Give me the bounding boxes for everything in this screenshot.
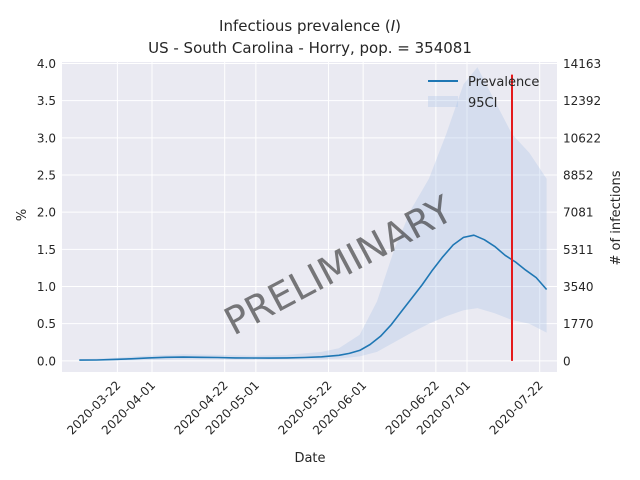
plot-content bbox=[79, 67, 548, 361]
y-tick-label: 3.0 bbox=[37, 131, 56, 145]
y-right-tick-label: 3540 bbox=[563, 280, 594, 294]
y-tick-label: 1.5 bbox=[37, 243, 56, 257]
y-axis-right: 0 1770 3540 5311 7081 8852 10622 12392 14163 bbox=[563, 57, 601, 368]
ci-band-95 bbox=[79, 67, 547, 361]
legend-label-95ci: 95CI bbox=[468, 96, 497, 111]
x-axis-label: Date bbox=[294, 451, 325, 466]
y-right-tick-label: 7081 bbox=[563, 206, 594, 220]
y-right-tick-label: 12392 bbox=[563, 94, 601, 108]
grid bbox=[62, 62, 557, 372]
y-right-tick-label: 5311 bbox=[563, 243, 594, 257]
y-tick-label: 3.5 bbox=[37, 94, 56, 108]
y-tick-label: 2.5 bbox=[37, 168, 56, 182]
series-line-prevalence bbox=[79, 234, 548, 361]
plot-area bbox=[62, 62, 557, 372]
chart-title-variable: I bbox=[391, 17, 396, 35]
chart-title-text: Infectious prevalence ( bbox=[219, 17, 391, 35]
y-tick-label: 4.0 bbox=[37, 57, 56, 71]
y-right-tick-label: 10622 bbox=[563, 131, 601, 145]
legend: Prevalence 95CI bbox=[428, 75, 539, 111]
chart-title-close: ) bbox=[395, 17, 401, 35]
chart-title: Infectious prevalence (I) bbox=[219, 17, 401, 35]
legend-swatch-95ci bbox=[428, 96, 458, 107]
y-tick-label: 1.0 bbox=[37, 280, 56, 294]
y-axis-label-right: # of infections bbox=[609, 170, 624, 265]
legend-label-prevalence: Prevalence bbox=[468, 75, 539, 90]
y-tick-label: 0.5 bbox=[37, 317, 56, 331]
y-right-tick-label: 1770 bbox=[563, 317, 594, 331]
y-tick-label: 2.0 bbox=[37, 206, 56, 220]
y-axis-left: 0.0 0.5 1.0 1.5 2.0 2.5 3.0 3.5 4.0 bbox=[37, 57, 56, 368]
y-axis-label: % bbox=[15, 209, 30, 221]
y-right-tick-label: 8852 bbox=[563, 168, 594, 182]
y-right-tick-label: 14163 bbox=[563, 57, 601, 71]
y-tick-label: 0.0 bbox=[37, 354, 56, 368]
chart-subtitle: US - South Carolina - Horry, pop. = 3540… bbox=[148, 39, 472, 57]
y-right-tick-label: 0 bbox=[563, 354, 571, 368]
